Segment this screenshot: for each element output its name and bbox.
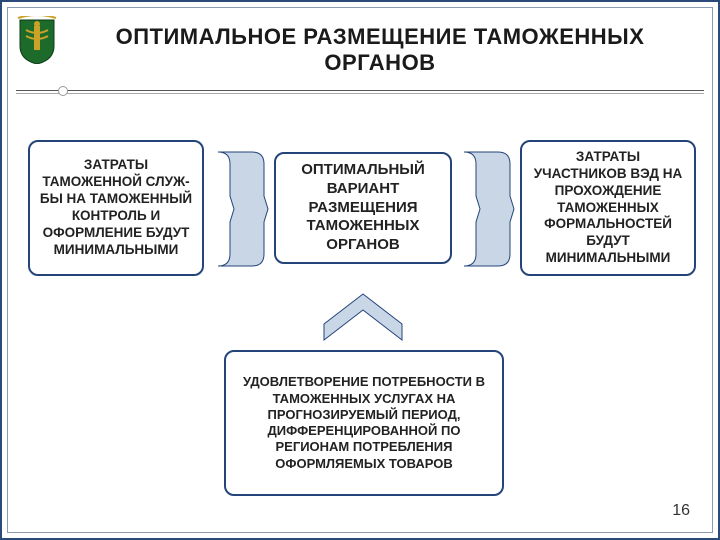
box-costs-service-text: ЗАТРАТЫ ТАМОЖЕННОЙ СЛУЖ-БЫ НА ТАМОЖЕННЫЙ… <box>38 157 194 258</box>
slide-title: ОПТИМАЛЬНОЕ РАЗМЕЩЕНИЕ ТАМОЖЕННЫХ ОРГАНО… <box>72 24 688 76</box>
box-costs-participants-text: ЗАТРАТЫ УЧАСТНИКОВ ВЭД НА ПРОХОЖДЕНИЕ ТА… <box>530 149 686 267</box>
slide-page: ОПТИМАЛЬНОЕ РАЗМЕЩЕНИЕ ТАМОЖЕННЫХ ОРГАНО… <box>0 0 720 540</box>
customs-emblem-icon <box>16 16 58 64</box>
box-costs-service: ЗАТРАТЫ ТАМОЖЕННОЙ СЛУЖ-БЫ НА ТАМОЖЕННЫЙ… <box>28 140 204 276</box>
decor-hole-icon <box>58 86 68 96</box>
chevron-connector-down-icon <box>322 292 404 342</box>
box-demand-satisfaction: УДОВЛЕТВОРЕНИЕ ПОТРЕБНОСТИ В ТАМОЖЕННЫХ … <box>224 350 504 496</box>
title-rule-secondary <box>16 93 704 94</box>
page-number: 16 <box>672 502 690 520</box>
bracket-connector-left-icon <box>212 150 270 268</box>
bracket-connector-right-icon <box>458 150 516 268</box>
box-demand-satisfaction-text: УДОВЛЕТВОРЕНИЕ ПОТРЕБНОСТИ В ТАМОЖЕННЫХ … <box>234 374 494 472</box>
box-costs-participants: ЗАТРАТЫ УЧАСТНИКОВ ВЭД НА ПРОХОЖДЕНИЕ ТА… <box>520 140 696 276</box>
box-optimal-variant: ОПТИМАЛЬНЫЙ ВАРИАНТ РАЗМЕЩЕНИЯ ТАМОЖЕННЫ… <box>274 152 452 264</box>
title-rule <box>16 90 704 91</box>
box-optimal-variant-text: ОПТИМАЛЬНЫЙ ВАРИАНТ РАЗМЕЩЕНИЯ ТАМОЖЕННЫ… <box>284 161 442 255</box>
